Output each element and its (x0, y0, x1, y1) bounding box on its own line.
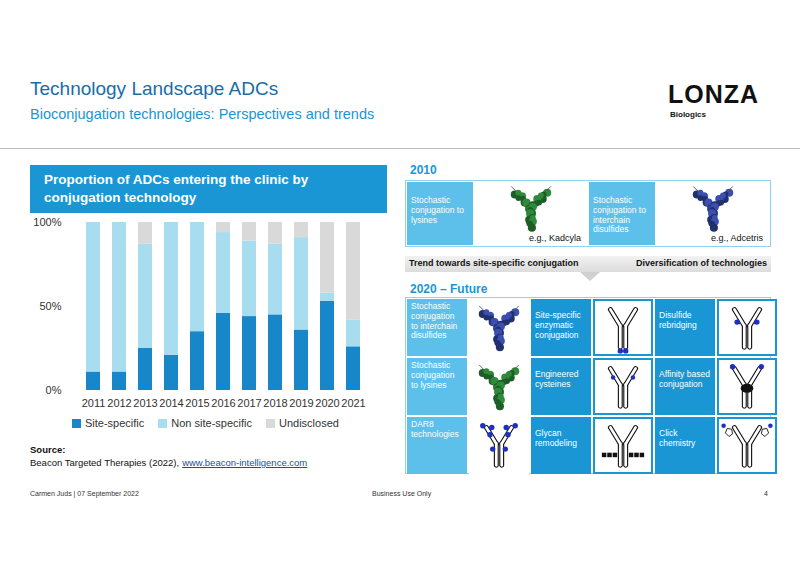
html-text:Affinity based conjugation: Affinity based conjugation (659, 369, 710, 389)
html-text:Glycan remodeling: Glycan remodeling (535, 428, 578, 448)
html-text:Click chemistry: Click chemistry (659, 428, 696, 448)
svg-text:2018: 2018 (263, 397, 287, 409)
html-text:Bioconjugation technologies: P: Bioconjugation technologies: Perspective… (30, 106, 375, 122)
html-text:4: 4 (764, 490, 768, 497)
svg-text:2021: 2021 (341, 397, 365, 409)
svg-text:2016: 2016 (211, 397, 235, 409)
html-text:Disulfide rebridging: Disulfide rebridging (659, 310, 697, 330)
html-text:Stochastic conjugation to lysi: Stochastic conjugation to lysines (411, 360, 455, 390)
html-text:DAR8 technologies: DAR8 technologies (411, 419, 459, 439)
svg-text:50%: 50% (39, 300, 61, 312)
html-text:Beacon Targeted Therapies (202: Beacon Targeted Therapies (2022), www.be… (30, 457, 308, 468)
svg-text:2013: 2013 (133, 397, 157, 409)
svg-text:2015: 2015 (185, 397, 209, 409)
html-text:Carmen Juds | 07 September 202: Carmen Juds | 07 September 2022 (30, 490, 139, 497)
svg-text:2019: 2019 (289, 397, 313, 409)
html-text:Undisclosed: Undisclosed (279, 417, 339, 429)
html-text:Stochastic conjugation to lysi: Stochastic conjugation to lysines (411, 195, 464, 225)
html-text:Source:: Source: (30, 444, 66, 455)
html-text:Stochastic conjugation to inte: Stochastic conjugation to interchain dis… (593, 195, 646, 235)
html-text:Engineered cysteines: Engineered cysteines (535, 369, 579, 389)
svg-text:2020: 2020 (315, 397, 339, 409)
svg-text:2011: 2011 (82, 397, 106, 409)
html-text:2010: 2010 (410, 163, 437, 177)
html-text:Business Use Only: Business Use Only (372, 490, 432, 497)
html-text:e.g., Adcetris: e.g., Adcetris (711, 233, 763, 243)
svg-text:2017: 2017 (237, 397, 261, 409)
html-text:Site-specific enzymatic conjug: Site-specific enzymatic conjugation (535, 310, 581, 340)
html-text:Technology Landscape ADCs: Technology Landscape ADCs (30, 78, 279, 99)
html-text:LONZA: LONZA (668, 80, 760, 108)
html-text:Diversification of technologie: Diversification of technologies (636, 258, 767, 268)
html-text:Stochastic conjugation to inte: Stochastic conjugation to interchain dis… (411, 301, 458, 341)
html-text:Biologics: Biologics (670, 110, 706, 119)
svg-text:0%: 0% (46, 384, 62, 396)
svg-text:2014: 2014 (159, 397, 183, 409)
svg-text:100%: 100% (33, 216, 61, 228)
html-text:Trend towards site-specific co: Trend towards site-specific conjugation (409, 258, 579, 268)
svg-text:2012: 2012 (107, 397, 131, 409)
html-text:Non site-specific: Non site-specific (171, 417, 252, 429)
html-text:Site-specific: Site-specific (85, 417, 145, 429)
html-text:Proportion of ADCs entering th: Proportion of ADCs entering the clinic b… (44, 172, 309, 205)
html-text:e.g., Kadcyla: e.g., Kadcyla (529, 233, 581, 243)
html-text:2020 – Future: 2020 – Future (410, 282, 488, 296)
